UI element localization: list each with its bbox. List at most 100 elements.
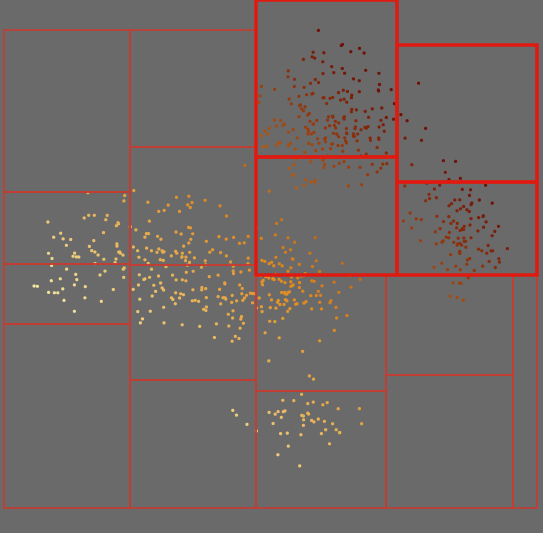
data-point — [115, 242, 119, 246]
data-point — [148, 309, 152, 313]
data-point — [355, 139, 359, 143]
data-point — [138, 321, 142, 325]
data-point — [216, 295, 220, 299]
data-point — [349, 285, 353, 289]
data-point — [434, 196, 438, 200]
data-point — [156, 274, 161, 278]
data-point — [462, 204, 466, 209]
data-point — [331, 115, 335, 119]
data-point — [456, 236, 460, 240]
data-point — [276, 298, 280, 303]
data-point — [237, 241, 242, 245]
data-point — [440, 261, 444, 265]
data-point — [305, 93, 309, 97]
data-point — [267, 189, 271, 193]
data-point — [435, 214, 439, 218]
data-point — [327, 442, 332, 446]
data-point — [316, 28, 320, 32]
data-point — [279, 415, 283, 419]
data-point — [363, 109, 367, 113]
data-point — [143, 258, 147, 262]
data-point — [469, 217, 473, 221]
data-point — [460, 243, 464, 247]
data-point — [332, 71, 336, 75]
data-point — [462, 224, 466, 228]
data-point — [267, 293, 271, 297]
data-point — [381, 123, 385, 127]
data-point — [449, 202, 454, 206]
data-point — [272, 264, 276, 268]
data-point — [83, 296, 87, 300]
data-point — [505, 247, 509, 251]
data-point — [358, 165, 362, 169]
data-point — [145, 246, 149, 250]
data-point — [241, 321, 245, 325]
data-point — [428, 197, 432, 201]
data-point — [336, 91, 341, 95]
data-point — [469, 236, 473, 240]
data-point — [235, 299, 239, 303]
data-point — [278, 302, 282, 307]
data-point — [240, 286, 244, 291]
data-point — [268, 319, 272, 323]
data-point — [47, 290, 51, 294]
data-point — [310, 307, 314, 311]
data-point — [469, 188, 473, 192]
data-point — [61, 237, 65, 241]
data-point — [328, 124, 332, 128]
data-point — [157, 209, 161, 213]
data-point — [204, 287, 208, 291]
data-point — [62, 298, 66, 302]
data-point — [267, 126, 271, 130]
data-point — [455, 221, 459, 225]
data-point — [90, 249, 94, 253]
data-point — [382, 129, 386, 133]
data-point — [218, 287, 222, 291]
data-point — [487, 259, 491, 264]
data-point — [312, 122, 316, 126]
data-point — [350, 107, 354, 111]
data-point — [293, 147, 297, 151]
data-point — [260, 258, 264, 262]
data-point — [283, 281, 287, 285]
data-point — [357, 79, 361, 83]
data-point — [114, 224, 118, 228]
data-point — [146, 261, 150, 265]
data-point — [156, 234, 160, 238]
data-point — [296, 276, 300, 280]
data-point — [342, 116, 346, 120]
data-point — [87, 244, 91, 248]
data-point — [332, 280, 336, 284]
data-point — [301, 423, 305, 427]
data-point — [238, 326, 242, 330]
data-point — [122, 199, 126, 203]
data-point — [149, 267, 154, 271]
data-point — [243, 163, 247, 167]
data-point — [159, 281, 163, 285]
data-point — [179, 232, 183, 236]
data-point — [295, 136, 299, 140]
data-point — [446, 268, 450, 272]
data-point — [364, 68, 368, 72]
data-point — [173, 302, 177, 306]
data-point — [331, 95, 335, 99]
data-point — [87, 213, 91, 217]
data-point — [224, 214, 229, 218]
data-point — [379, 118, 383, 122]
data-point — [200, 285, 204, 290]
data-point — [481, 225, 486, 229]
data-point — [276, 410, 280, 414]
data-point — [301, 289, 305, 293]
data-point — [344, 139, 348, 143]
data-point — [379, 166, 383, 170]
data-point — [337, 135, 341, 139]
data-point — [116, 221, 120, 225]
data-point — [178, 296, 182, 300]
data-point — [74, 255, 78, 259]
data-point — [257, 100, 261, 104]
data-point — [441, 220, 446, 224]
data-point — [391, 117, 396, 121]
data-point — [231, 408, 235, 412]
data-point — [274, 124, 278, 128]
data-point — [104, 218, 108, 222]
